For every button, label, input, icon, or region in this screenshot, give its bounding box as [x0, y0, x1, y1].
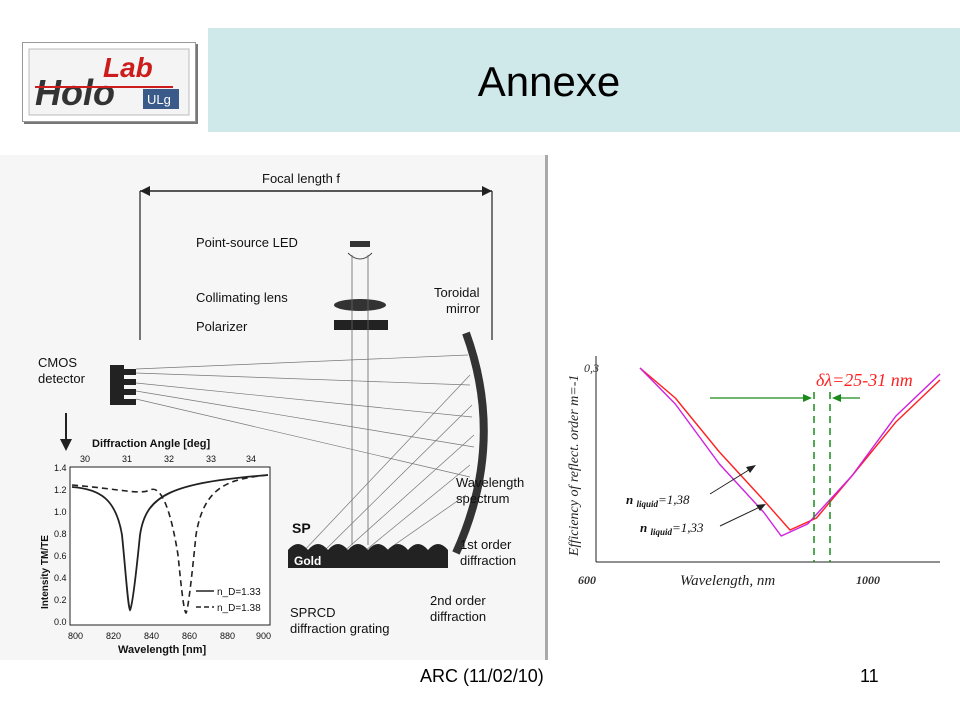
cmos-label: CMOS detector	[38, 355, 86, 386]
inset-x-tick: 820	[106, 631, 121, 641]
inset-y-tick: 1.4	[54, 463, 67, 473]
inset-legend-138: n_D=1.38	[217, 603, 261, 614]
grating-label: SPRCD diffraction grating	[290, 605, 390, 636]
spr-setup-svg: Focal length f Point-source LED Collimat…	[0, 155, 548, 660]
inset-y-tick: 0.4	[54, 573, 67, 583]
point-source-label: Point-source LED	[196, 235, 298, 250]
inset-y-tick: 1.2	[54, 485, 67, 495]
spr-setup-figure: Focal length f Point-source LED Collimat…	[0, 155, 548, 660]
cmos-line-1: CMOS	[38, 355, 77, 370]
inset-top-tick: 31	[122, 454, 132, 464]
cmos-line-2: detector	[38, 371, 86, 386]
grating-line-2: diffraction grating	[290, 621, 390, 636]
gold-label: Gold	[294, 554, 321, 568]
inset-top-tick: 32	[164, 454, 174, 464]
inset-top-axis-label: Diffraction Angle [deg]	[92, 438, 210, 450]
polarizer-label: Polarizer	[196, 319, 248, 334]
x-tick-600: 600	[578, 573, 596, 587]
inset-y-tick: 0.8	[54, 529, 67, 539]
y-tick-0-3: 0,3	[584, 361, 599, 375]
first-order-label: 1st order diffraction	[460, 537, 516, 568]
logo-graphic: Lab Holo ULg	[28, 48, 190, 116]
label-n-133: n liquid=1,33	[640, 520, 704, 537]
series-group	[639, 367, 941, 537]
inset-x-axis-label: Wavelength [nm]	[118, 644, 207, 656]
delta-lambda-label: δλ=25-31 nm	[816, 370, 913, 390]
toroidal-mirror-line-2: mirror	[446, 301, 481, 316]
page-number: 11	[860, 666, 879, 686]
efficiency-chart: 0,3 600 1000 Wavelength, nm Efficiency o…	[560, 300, 952, 600]
inset-legend-133: n_D=1.33	[217, 587, 261, 598]
logo-ulg-text: ULg	[147, 92, 171, 107]
inset-y-tick: 0.6	[54, 551, 67, 561]
x-axis-label: Wavelength, nm	[680, 573, 775, 589]
inset-top-tick: 33	[206, 454, 216, 464]
second-order-label: 2nd order diffraction	[430, 593, 489, 624]
focal-length-label: Focal length f	[262, 171, 340, 186]
inset-y-tick: 1.0	[54, 507, 67, 517]
sp-label: SP	[292, 520, 311, 536]
first-order-line-2: diffraction	[460, 553, 516, 568]
label-n-133-n: n	[640, 520, 650, 535]
inset-x-tick: 840	[144, 631, 159, 641]
inset-y-tick: 0.0	[54, 617, 67, 627]
series-line-0	[639, 367, 941, 531]
first-order-line-1: 1st order	[460, 537, 512, 552]
page-title: Annexe	[477, 58, 621, 105]
wavelength-spectrum-line-1: Wavelength	[456, 475, 524, 490]
holo-lab-logo: Lab Holo ULg	[22, 42, 196, 122]
label-n-138-rest: =1,38	[658, 492, 690, 507]
inset-x-tick: 800	[68, 631, 83, 641]
wavelength-spectrum-line-2: spectrum	[456, 491, 509, 506]
inset-top-tick: 34	[246, 454, 256, 464]
toroidal-mirror-label: Toroidal mirror	[434, 285, 483, 316]
wavelength-spectrum-label: Wavelength spectrum	[456, 475, 528, 506]
inset-y-tick: 0.2	[54, 595, 67, 605]
footer-date: ARC (11/02/10)	[420, 666, 544, 686]
inset-x-tick: 860	[182, 631, 197, 641]
label-n-138: n liquid=1,38	[626, 492, 690, 509]
inset-plot: Diffraction Angle [deg] 30 31 32 33 34 1…	[40, 438, 271, 656]
label-n-138-sub: liquid	[636, 499, 658, 509]
label-n-133-rest: =1,33	[672, 520, 704, 535]
grating-line-1: SPRCD	[290, 605, 336, 620]
y-axis-label: Efficiency of reflect. order m=-1	[567, 375, 582, 557]
label-n-133-sub: liquid	[650, 527, 672, 537]
second-order-line-2: diffraction	[430, 609, 486, 624]
logo-holo-text: Holo	[35, 72, 115, 113]
inset-x-tick: 900	[256, 631, 271, 641]
series-line-1	[639, 367, 941, 537]
inset-x-tick: 880	[220, 631, 235, 641]
second-order-line-1: 2nd order	[430, 593, 486, 608]
title-bar: Annexe	[208, 28, 960, 132]
x-tick-1000: 1000	[856, 573, 880, 587]
inset-y-axis-label: Intensity TM/TE	[40, 535, 51, 609]
toroidal-mirror-line-1: Toroidal	[434, 285, 480, 300]
efficiency-chart-svg: 0,3 600 1000 Wavelength, nm Efficiency o…	[567, 356, 941, 589]
collimating-lens-label: Collimating lens	[196, 290, 288, 305]
logo-lab-text: Lab	[103, 52, 153, 83]
inset-top-tick: 30	[80, 454, 90, 464]
label-n-138-n: n	[626, 492, 636, 507]
